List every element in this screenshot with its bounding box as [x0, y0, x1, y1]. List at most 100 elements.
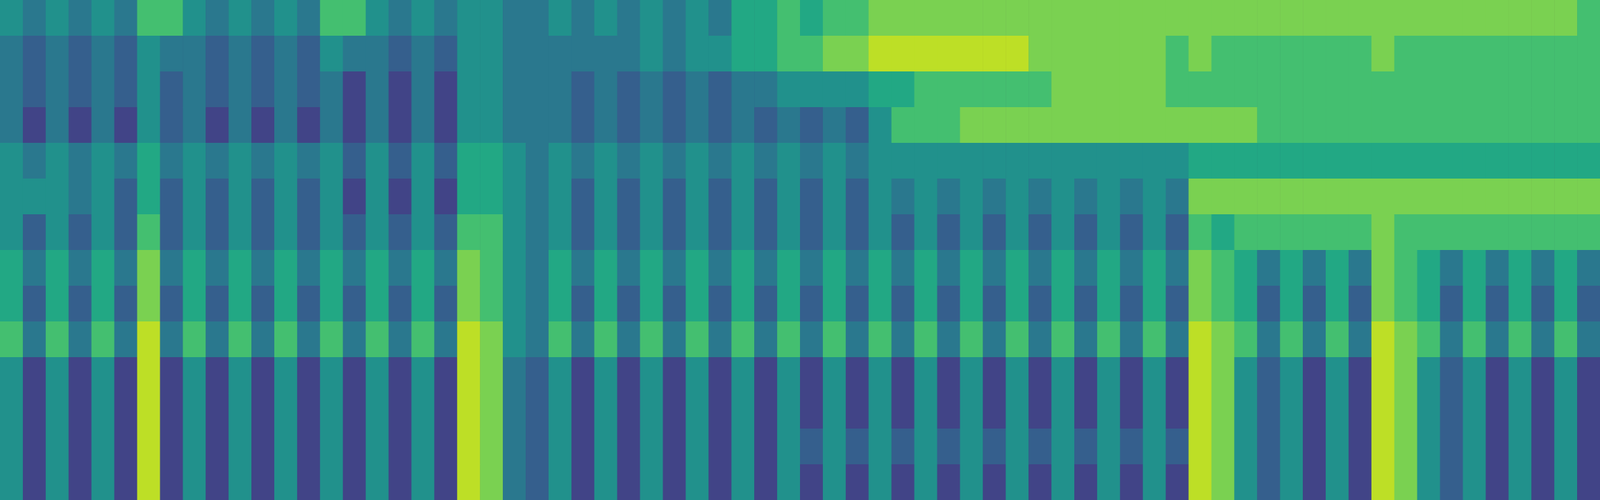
cell: [731, 250, 755, 287]
cell: [800, 464, 824, 500]
cell: [1485, 357, 1510, 394]
cell: [91, 142, 116, 180]
cell: [411, 0, 435, 37]
cell: [1371, 142, 1396, 180]
cell: [320, 357, 344, 394]
cell: [1097, 285, 1121, 323]
cell: [1440, 35, 1464, 73]
cell: [159, 0, 184, 37]
cell: [1234, 178, 1258, 215]
cell: [1440, 214, 1464, 251]
cell: [777, 142, 801, 180]
cell: [1325, 142, 1350, 180]
cell: [1554, 321, 1578, 358]
cell: [777, 107, 801, 144]
cell: [91, 428, 116, 466]
cell: [136, 214, 161, 251]
cell: [228, 285, 253, 323]
cell: [1005, 142, 1030, 180]
cell: [365, 428, 390, 466]
cell: [434, 142, 458, 180]
cell: [754, 107, 778, 144]
cell: [1463, 0, 1487, 37]
cell: [45, 285, 70, 323]
cell: [502, 250, 527, 287]
cell: [1508, 178, 1532, 215]
cell: [594, 142, 619, 180]
cell: [411, 250, 435, 287]
cell: [1394, 35, 1419, 73]
cell: [320, 214, 344, 251]
cell: [1256, 285, 1281, 323]
cell: [274, 464, 298, 500]
cell: [388, 178, 413, 215]
cell: [1371, 428, 1396, 466]
cell: [640, 250, 664, 287]
cell: [640, 464, 664, 500]
cell: [1279, 107, 1304, 144]
cell: [411, 392, 435, 430]
cell: [663, 428, 687, 466]
cell: [1554, 357, 1578, 394]
cell: [297, 178, 321, 215]
cell: [914, 142, 939, 180]
cell: [936, 35, 961, 73]
cell: [114, 71, 139, 108]
cell: [1577, 250, 1600, 287]
cell: [663, 321, 687, 358]
cell: [1188, 250, 1213, 287]
cell: [1074, 178, 1098, 215]
cell: [1188, 214, 1213, 251]
cell: [640, 428, 664, 466]
cell: [982, 142, 1007, 180]
cell: [114, 214, 139, 251]
cell: [1165, 35, 1190, 73]
cell: [1417, 71, 1441, 108]
cell: [1234, 357, 1258, 394]
cell: [1485, 428, 1510, 466]
cell: [571, 428, 596, 466]
cell: [914, 214, 939, 251]
cell: [1188, 321, 1213, 358]
cell: [320, 392, 344, 430]
cell: [914, 321, 939, 358]
cell: [45, 464, 70, 500]
cell: [571, 214, 596, 251]
cell: [1417, 142, 1441, 180]
cell: [1554, 250, 1578, 287]
cell: [663, 71, 687, 108]
cell: [320, 71, 344, 108]
cell: [114, 321, 139, 358]
cell: [845, 392, 870, 430]
cell: [1531, 71, 1555, 108]
cell: [731, 107, 755, 144]
cell: [685, 321, 710, 358]
cell: [1577, 392, 1600, 430]
cell: [479, 178, 504, 215]
cell: [411, 464, 435, 500]
cell: [1005, 178, 1030, 215]
cell: [571, 0, 596, 37]
cell: [1256, 107, 1281, 144]
cell: [1440, 71, 1464, 108]
cell: [914, 107, 939, 144]
cell: [1188, 464, 1213, 500]
cell: [891, 0, 916, 37]
cell: [754, 71, 778, 108]
cell: [685, 178, 710, 215]
cell: [434, 214, 458, 251]
cell: [594, 107, 619, 144]
cell: [914, 464, 939, 500]
cell: [456, 428, 481, 466]
cell: [1028, 321, 1053, 358]
cell: [0, 250, 24, 287]
cell: [343, 464, 367, 500]
cell: [182, 178, 207, 215]
cell: [1188, 0, 1213, 37]
cell: [1531, 250, 1555, 287]
cell: [800, 71, 824, 108]
cell: [1097, 107, 1121, 144]
cell: [891, 35, 916, 73]
cell: [365, 250, 390, 287]
cell: [228, 142, 253, 180]
